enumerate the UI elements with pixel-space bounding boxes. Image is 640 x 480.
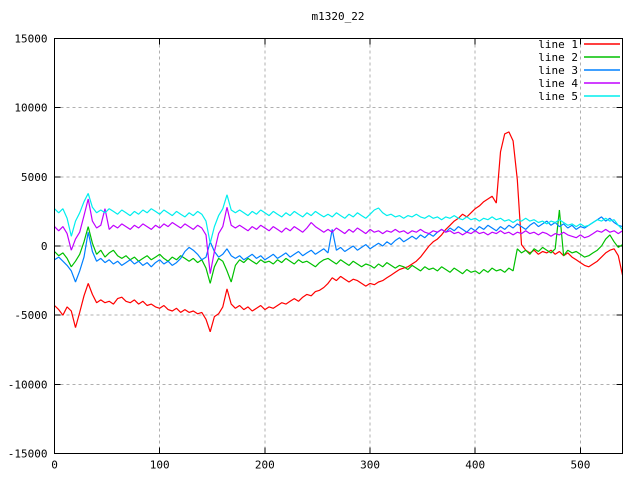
chart-title: m1320_22 [312,10,365,23]
legend-item: line 3 [538,64,620,77]
x-tick-label: 200 [255,459,275,472]
legend-item: line 2 [538,51,620,64]
legend-label: line 4 [538,77,578,90]
x-tick-label: 500 [570,459,590,472]
axis-labels: 0 100 200 300 400 500 -15000 -10000 -5000 0 5000 10… [8,33,591,472]
series-line-5 [54,193,623,244]
plot-grid [54,38,623,454]
legend-label: line 5 [538,90,578,103]
plot-border [54,38,623,454]
legend-label: line 1 [538,38,578,51]
x-tick-label: 0 [51,459,58,472]
y-tick-label: -15000 [8,448,48,461]
y-tick-label: 15000 [14,33,47,46]
y-tick-label: 10000 [14,102,47,115]
series-line-2 [54,209,623,284]
legend-item: line 1 [538,38,620,51]
series-line-3 [54,216,623,283]
x-tick-label: 400 [465,459,485,472]
y-tick-label: 0 [41,240,48,253]
legend-label: line 2 [538,51,578,64]
legend-item: line 4 [538,77,620,90]
y-tick-label: 5000 [21,171,48,184]
x-tick-label: 100 [150,459,170,472]
series-line-1 [54,131,624,332]
y-tick-label: -5000 [14,309,47,322]
y-tick-label: -10000 [8,378,48,391]
legend-label: line 3 [538,64,578,77]
series-line-4 [54,198,623,274]
legend-item: line 5 [538,90,620,103]
series-lines [54,131,624,332]
x-tick-label: 300 [360,459,380,472]
